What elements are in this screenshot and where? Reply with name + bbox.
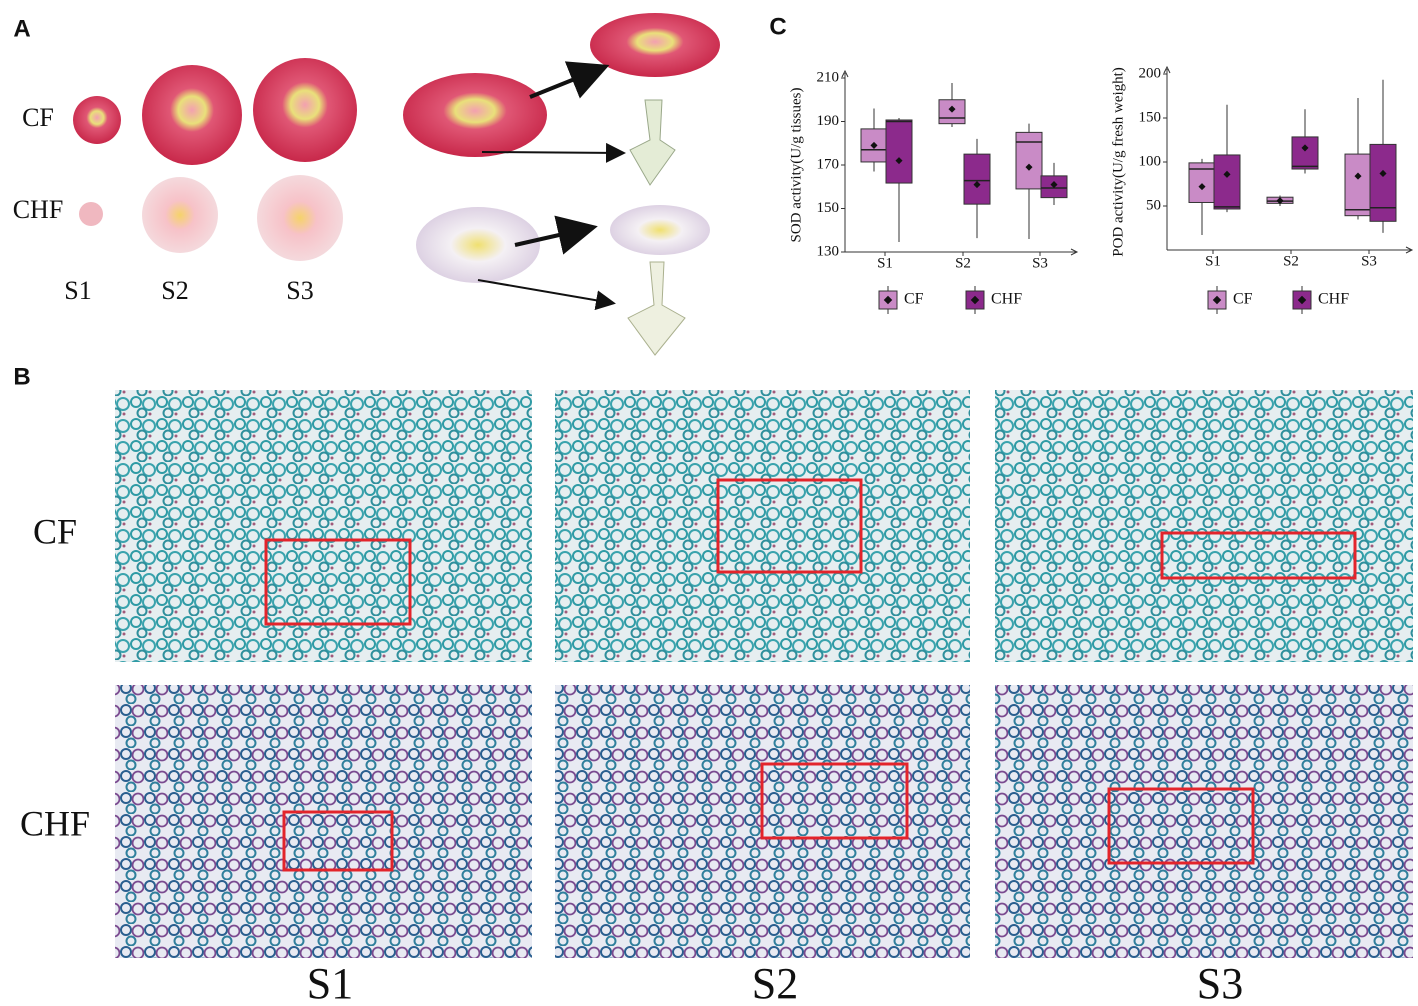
micrograph bbox=[115, 685, 532, 958]
micrograph bbox=[995, 390, 1413, 662]
axis-arrow bbox=[1070, 248, 1079, 256]
highlight-box bbox=[1160, 531, 1357, 580]
stage-label: S2 bbox=[161, 276, 188, 305]
micrographs bbox=[115, 390, 1413, 958]
row-label: CF bbox=[33, 511, 77, 551]
highlight-box bbox=[282, 810, 394, 872]
highlight-box bbox=[264, 538, 412, 626]
legend-mean bbox=[970, 295, 980, 305]
micrograph bbox=[115, 390, 532, 662]
row-label: CF bbox=[22, 103, 54, 132]
legend-mean bbox=[1212, 295, 1222, 305]
y-axis-label: SOD activity(U/g tissues) bbox=[788, 88, 804, 243]
box bbox=[1344, 153, 1372, 217]
x-tick-label: S2 bbox=[955, 255, 971, 271]
flower-photos bbox=[73, 13, 720, 356]
stage-label: S3 bbox=[1197, 959, 1243, 1006]
stage-label: S2 bbox=[752, 959, 798, 1006]
x-tick-label: S1 bbox=[877, 255, 893, 271]
axis-arrow bbox=[1163, 65, 1171, 74]
y-tick-label: 100 bbox=[1139, 153, 1162, 169]
row-label: CHF bbox=[20, 803, 90, 843]
axis-arrow bbox=[1405, 246, 1414, 254]
x-tick-label: S1 bbox=[1205, 253, 1221, 269]
y-tick-label: 50 bbox=[1146, 197, 1161, 213]
y-tick-label: 130 bbox=[817, 243, 840, 259]
legend-label: CHF bbox=[991, 291, 1022, 308]
box bbox=[1369, 143, 1397, 222]
panel-label: A bbox=[13, 15, 30, 42]
y-tick-label: 150 bbox=[817, 200, 840, 216]
y-tick-label: 170 bbox=[817, 156, 840, 172]
x-tick-label: S3 bbox=[1032, 255, 1048, 271]
mean bbox=[870, 141, 878, 149]
y-axis-label: POD activity(U/g fresh weight) bbox=[1110, 67, 1126, 257]
y-tick-label: 150 bbox=[1139, 109, 1162, 125]
legend-mean bbox=[1297, 295, 1307, 305]
panel-label: C bbox=[769, 13, 786, 40]
y-tick-label: 200 bbox=[1139, 65, 1162, 81]
box bbox=[963, 153, 991, 205]
stage-label: S1 bbox=[64, 276, 91, 305]
box bbox=[1213, 154, 1241, 210]
axis-arrow bbox=[841, 69, 849, 78]
legend-label: CF bbox=[1233, 291, 1253, 308]
legend-mean bbox=[883, 295, 893, 305]
highlight-box bbox=[760, 762, 909, 840]
y-tick-label: 210 bbox=[817, 69, 840, 85]
mean bbox=[973, 181, 981, 189]
legend-label: CF bbox=[904, 291, 924, 308]
y-tick-label: 190 bbox=[817, 113, 840, 129]
box bbox=[885, 119, 913, 184]
stage-label: S3 bbox=[286, 276, 313, 305]
x-tick-label: S3 bbox=[1361, 253, 1377, 269]
row-label: CHF bbox=[13, 195, 64, 224]
legend-label: CHF bbox=[1318, 291, 1349, 308]
micrograph bbox=[995, 685, 1413, 958]
box bbox=[1015, 131, 1043, 190]
mean bbox=[895, 157, 903, 165]
micrograph bbox=[555, 390, 970, 662]
panel-label: B bbox=[13, 363, 30, 390]
mean bbox=[948, 105, 956, 113]
highlight-box bbox=[1107, 787, 1255, 865]
x-tick-label: S2 bbox=[1283, 253, 1299, 269]
highlight-box bbox=[716, 478, 863, 574]
box bbox=[1291, 136, 1319, 170]
stage-label: S1 bbox=[307, 959, 353, 1006]
